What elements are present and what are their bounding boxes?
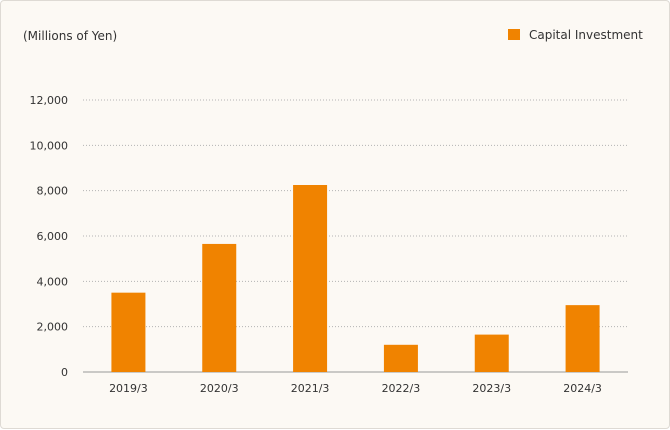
legend-label: Capital Investment	[529, 28, 643, 42]
y-tick-label: 12,000	[30, 94, 69, 107]
bar-2021-3	[293, 185, 328, 372]
legend: Capital Investment	[508, 28, 643, 42]
y-tick-label: 8,000	[37, 185, 69, 198]
legend-swatch	[508, 29, 520, 40]
x-tick-label: 2019/3	[109, 382, 148, 395]
x-tick-label: 2021/3	[291, 382, 330, 395]
y-tick-label: 4,000	[37, 275, 69, 288]
x-axis-ticks: 2019/3 2020/3 2021/3 2022/3 2023/3 2024/3	[109, 382, 602, 395]
bar-2022-3	[383, 344, 418, 372]
bars	[111, 185, 600, 372]
y-axis-ticks: 0 2,000 4,000 6,000 8,000 10,000 12,000	[30, 94, 69, 379]
bar-2023-3	[474, 334, 509, 372]
y-tick-label: 6,000	[37, 230, 69, 243]
unit-label: (Millions of Yen)	[23, 29, 117, 43]
y-tick-label: 2,000	[37, 321, 69, 334]
y-tick-label: 10,000	[30, 139, 69, 152]
x-tick-label: 2022/3	[382, 382, 421, 395]
gridlines	[83, 99, 628, 328]
bar-2020-3	[202, 243, 237, 372]
x-tick-label: 2020/3	[200, 382, 239, 395]
bar-2024-3	[565, 305, 600, 372]
x-tick-label: 2024/3	[563, 382, 602, 395]
y-tick-label: 0	[61, 366, 68, 379]
x-tick-label: 2023/3	[472, 382, 511, 395]
bar-2019-3	[111, 292, 146, 372]
